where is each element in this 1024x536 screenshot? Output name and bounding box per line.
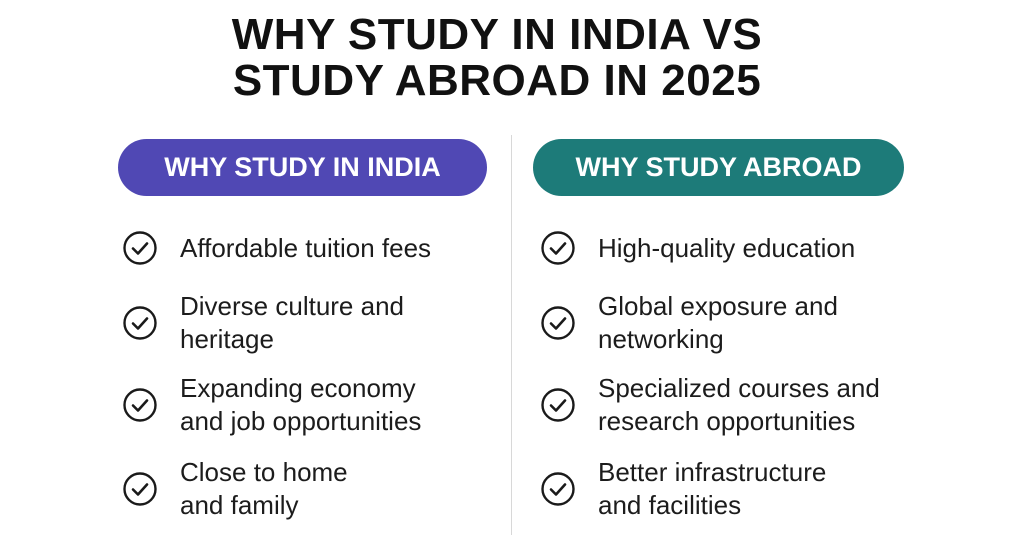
check-circle-icon bbox=[540, 230, 576, 266]
check-circle-icon bbox=[540, 387, 576, 423]
list-item-text: High-quality education bbox=[598, 232, 855, 265]
check-circle-icon bbox=[122, 471, 158, 507]
list-item-text: Better infrastructure and facilities bbox=[598, 456, 826, 522]
list-item-line-2: networking bbox=[598, 324, 724, 354]
list-item-line-2: and job opportunities bbox=[180, 406, 422, 436]
abroad-list-item: Global exposure and networking bbox=[540, 290, 838, 356]
list-item-line-1: Better infrastructure bbox=[598, 457, 827, 487]
list-item-line-1: Close to home bbox=[180, 457, 348, 487]
india-list-item: Affordable tuition fees bbox=[122, 230, 431, 266]
check-circle-icon bbox=[122, 230, 158, 266]
list-item-line-2: research opportunities bbox=[598, 406, 856, 436]
list-item-line-1: Affordable tuition fees bbox=[180, 232, 432, 263]
list-item-line-1: High-quality education bbox=[598, 232, 856, 263]
india-heading: WHY STUDY IN INDIA bbox=[118, 139, 487, 196]
column-divider bbox=[511, 135, 512, 535]
list-item-text: Diverse culture and heritage bbox=[180, 290, 404, 356]
list-item-text: Expanding economy and job opportunities bbox=[180, 372, 421, 438]
check-circle-icon bbox=[540, 305, 576, 341]
page-title-line-2: STUDY ABROAD IN 2025 bbox=[232, 56, 762, 105]
list-item-text: Specialized courses and research opportun… bbox=[598, 372, 880, 438]
list-item-text: Affordable tuition fees bbox=[180, 232, 431, 265]
list-item-line-1: Expanding economy bbox=[180, 373, 416, 403]
list-item-line-2: heritage bbox=[180, 324, 274, 354]
list-item-line-1: Specialized courses and bbox=[598, 373, 880, 403]
page-title-line-1: WHY STUDY IN INDIA VS bbox=[231, 10, 763, 59]
list-item-line-2: and facilities bbox=[598, 490, 742, 520]
india-list-item: Expanding economy and job opportunities bbox=[122, 372, 421, 438]
list-item-line-1: Global exposure and bbox=[598, 291, 838, 321]
list-item-line-2: and family bbox=[180, 490, 299, 520]
india-list-item: Close to home and family bbox=[122, 456, 348, 522]
india-list-item: Diverse culture and heritage bbox=[122, 290, 404, 356]
check-circle-icon bbox=[122, 387, 158, 423]
abroad-list-item: Better infrastructure and facilities bbox=[540, 456, 826, 522]
list-item-text: Close to home and family bbox=[180, 456, 348, 522]
abroad-heading: WHY STUDY ABROAD bbox=[533, 139, 904, 196]
list-item-line-1: Diverse culture and bbox=[180, 291, 404, 321]
list-item-text: Global exposure and networking bbox=[598, 290, 838, 356]
check-circle-icon bbox=[540, 471, 576, 507]
abroad-list-item: Specialized courses and research opportun… bbox=[540, 372, 880, 438]
check-circle-icon bbox=[122, 305, 158, 341]
abroad-list-item: High-quality education bbox=[540, 230, 855, 266]
